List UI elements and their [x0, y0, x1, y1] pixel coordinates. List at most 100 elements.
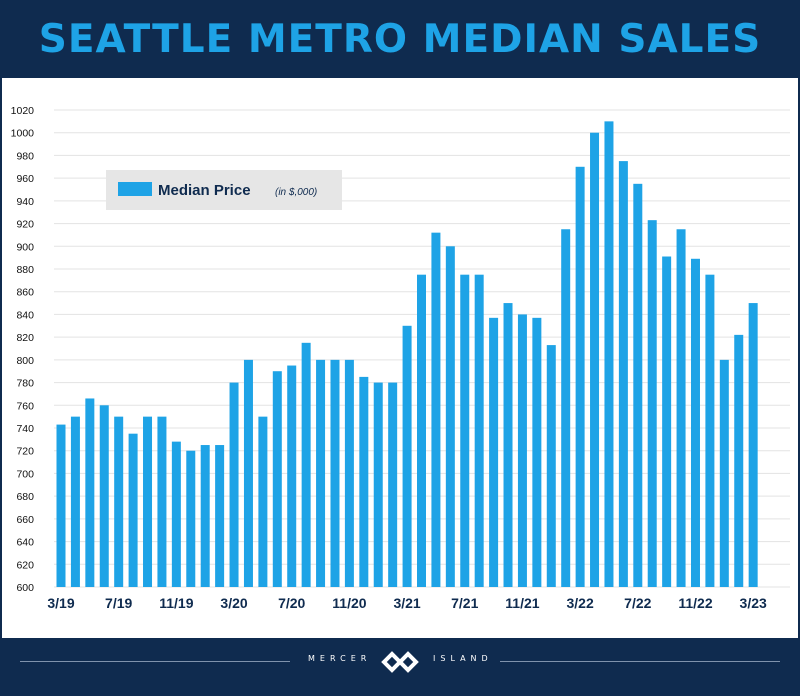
footer-bar: MERCER ISLAND: [0, 638, 800, 696]
bar-7/19: [114, 416, 124, 587]
y-tick-label: 880: [16, 264, 34, 276]
bar-5/22: [604, 121, 614, 588]
bar-10/20: [330, 359, 340, 587]
y-tick-label: 720: [16, 446, 34, 458]
bar-3/21: [402, 325, 412, 587]
bar-9/20: [316, 359, 326, 587]
x-tick-label: 11/20: [332, 595, 366, 611]
bar-3/23: [748, 303, 758, 587]
x-tick-label: 11/19: [159, 595, 193, 611]
bar-10/21: [503, 303, 513, 587]
bar-8/19: [128, 433, 138, 587]
x-tick-label: 7/21: [451, 595, 478, 611]
bar-12/21: [532, 317, 542, 587]
bar-2/23: [734, 334, 744, 587]
bar-6/21: [445, 246, 455, 588]
bar-11/21: [517, 314, 527, 587]
legend-label: Median Price: [158, 182, 251, 199]
footer-right-rule: [500, 661, 780, 662]
footer-left-word: MERCER: [308, 654, 372, 663]
bar-5/21: [431, 232, 441, 587]
y-tick-label: 800: [16, 355, 34, 367]
y-tick-label: 860: [16, 287, 34, 299]
y-tick-label: 740: [16, 423, 34, 435]
left-frame-line: [0, 78, 2, 638]
bar-10/22: [676, 229, 686, 587]
y-axis: 600 620 640 660 680 700 720 740 760 780 800 820 840 8…: [11, 105, 35, 594]
x-tick-label: 3/22: [566, 595, 593, 611]
y-tick-label: 600: [16, 582, 34, 594]
bar-7/21: [460, 274, 470, 587]
x-tick-label: 7/22: [624, 595, 651, 611]
bar-2/22: [561, 229, 571, 587]
bar-2/20: [215, 445, 225, 587]
y-tick-label: 900: [16, 241, 34, 253]
legend-sublabel: (in $,000): [275, 187, 317, 198]
bar-6/22: [618, 161, 628, 588]
right-frame-line: [798, 78, 800, 638]
y-tick-label: 820: [16, 332, 34, 344]
bar-1/22: [546, 345, 556, 587]
bar-7/22: [633, 183, 643, 587]
legend: Median Price (in $,000): [106, 170, 342, 210]
bar-4/20: [243, 359, 253, 587]
y-tick-label: 780: [16, 378, 34, 390]
bar-layer: [56, 121, 758, 588]
bar-11/20: [344, 359, 354, 587]
x-tick-label: 3/21: [393, 595, 420, 611]
x-axis: 3/19 7/19 11/19 3/20 7/20 11/20 3/21 7/21 11/21 3…: [47, 595, 767, 611]
y-tick-label: 1020: [11, 105, 35, 117]
header-bar: SEATTLE METRO MEDIAN SALES PRICE: [0, 0, 800, 142]
y-tick-label: 760: [16, 400, 34, 412]
y-tick-label: 920: [16, 219, 34, 231]
bar-6/20: [272, 371, 282, 587]
footer-right-word: ISLAND: [433, 654, 493, 663]
x-tick-label: 3/19: [47, 595, 74, 611]
bar-3/22: [575, 166, 585, 587]
x-tick-label: 7/20: [278, 595, 305, 611]
page-title: SEATTLE METRO MEDIAN SALES PRICE: [38, 17, 762, 142]
windermere-w-logo-icon: [381, 651, 419, 673]
y-tick-label: 960: [16, 173, 34, 185]
y-tick-label: 840: [16, 309, 34, 321]
bar-1/20: [200, 445, 210, 587]
legend-swatch: [118, 182, 152, 196]
x-tick-label: 3/23: [740, 595, 767, 611]
y-tick-label: 660: [16, 514, 34, 526]
bar-9/19: [143, 416, 153, 587]
y-tick-label: 1000: [11, 128, 35, 140]
bar-2/21: [388, 382, 398, 587]
bar-11/19: [171, 441, 181, 587]
y-tick-label: 680: [16, 491, 34, 503]
bar-3/20: [229, 382, 239, 587]
x-tick-label: 11/21: [505, 595, 539, 611]
bar-5/20: [258, 416, 268, 587]
bar-9/21: [489, 317, 499, 587]
y-tick-label: 700: [16, 468, 34, 480]
x-tick-label: 3/20: [220, 595, 247, 611]
bar-8/22: [647, 220, 657, 587]
bar-9/22: [662, 256, 672, 587]
footer-left-rule: [20, 661, 290, 662]
y-tick-label: 640: [16, 537, 34, 549]
x-tick-label: 11/22: [678, 595, 712, 611]
bar-6/19: [99, 405, 109, 587]
bar-10/19: [157, 416, 167, 587]
bar-11/22: [690, 258, 700, 587]
bar-chart: 600 620 640 660 680 700 720 740 760 780 800 820 840 8…: [11, 105, 790, 611]
bar-5/19: [85, 398, 95, 587]
bar-4/22: [590, 132, 600, 587]
y-tick-label: 980: [16, 150, 34, 162]
bar-1/21: [373, 382, 383, 587]
bar-8/21: [474, 274, 484, 587]
bar-12/19: [186, 450, 196, 587]
bar-8/20: [301, 342, 311, 587]
bar-12/20: [359, 376, 369, 587]
bar-12/22: [705, 274, 715, 587]
bar-1/23: [719, 359, 729, 587]
bar-7/20: [287, 365, 297, 587]
bar-3/19: [56, 424, 66, 587]
y-tick-label: 940: [16, 196, 34, 208]
y-tick-label: 620: [16, 559, 34, 571]
x-tick-label: 7/19: [105, 595, 132, 611]
